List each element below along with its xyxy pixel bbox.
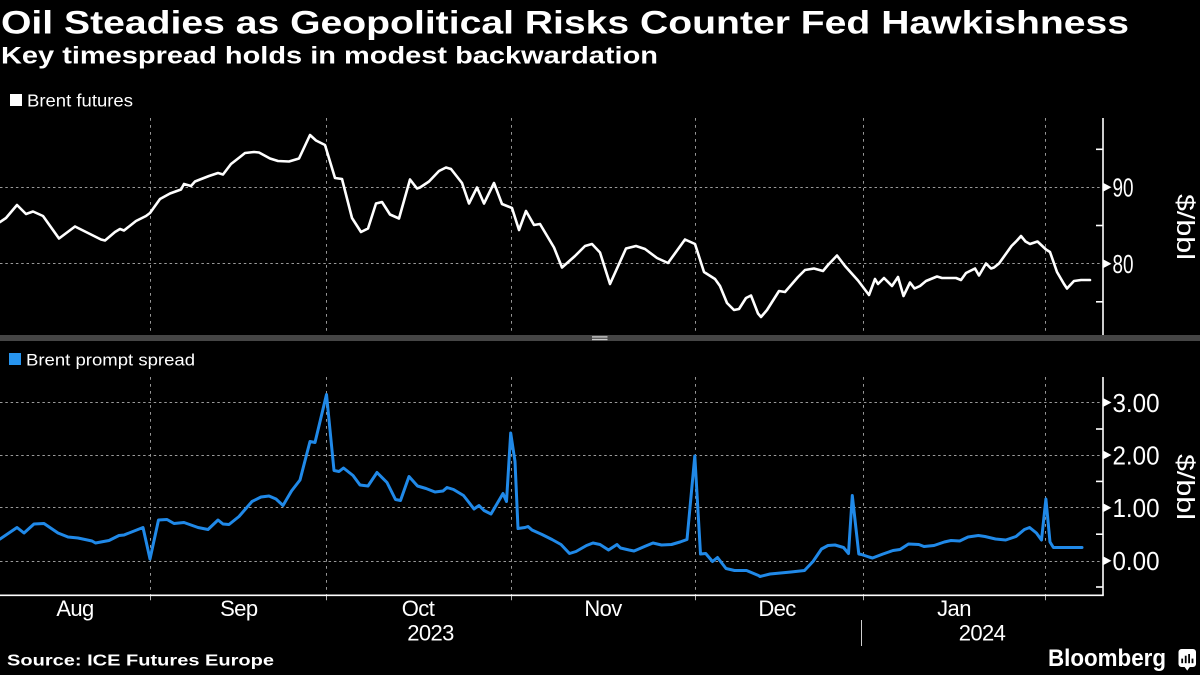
- svg-text:3.00: 3.00: [1113, 388, 1160, 418]
- svg-text:Sep: Sep: [220, 596, 258, 621]
- svg-text:2023: 2023: [407, 621, 454, 646]
- svg-text:Bloomberg: Bloomberg: [1048, 645, 1166, 672]
- svg-text:Nov: Nov: [584, 596, 622, 621]
- svg-text:1.00: 1.00: [1113, 493, 1160, 523]
- svg-text:80: 80: [1113, 249, 1134, 279]
- svg-text:$/bbl: $/bbl: [1171, 454, 1199, 520]
- svg-text:Key timespread holds in modest: Key timespread holds in modest backwarda…: [1, 43, 658, 70]
- svg-text:0.00: 0.00: [1113, 546, 1160, 576]
- svg-text:Oil Steadies as Geopolitical R: Oil Steadies as Geopolitical Risks Count…: [1, 5, 1129, 41]
- svg-text:Source: ICE Futures Europe: Source: ICE Futures Europe: [7, 653, 274, 670]
- svg-text:Jan: Jan: [937, 596, 971, 621]
- svg-text:2.00: 2.00: [1113, 440, 1160, 470]
- svg-text:90: 90: [1113, 173, 1134, 203]
- svg-text:Brent prompt spread: Brent prompt spread: [26, 351, 195, 370]
- svg-text:$/bbl: $/bbl: [1171, 194, 1199, 260]
- svg-text:Oct: Oct: [402, 596, 435, 621]
- svg-text:2024: 2024: [959, 621, 1006, 646]
- svg-text:Aug: Aug: [56, 596, 93, 621]
- svg-text:Dec: Dec: [758, 596, 796, 621]
- svg-text:Brent futures: Brent futures: [27, 91, 133, 111]
